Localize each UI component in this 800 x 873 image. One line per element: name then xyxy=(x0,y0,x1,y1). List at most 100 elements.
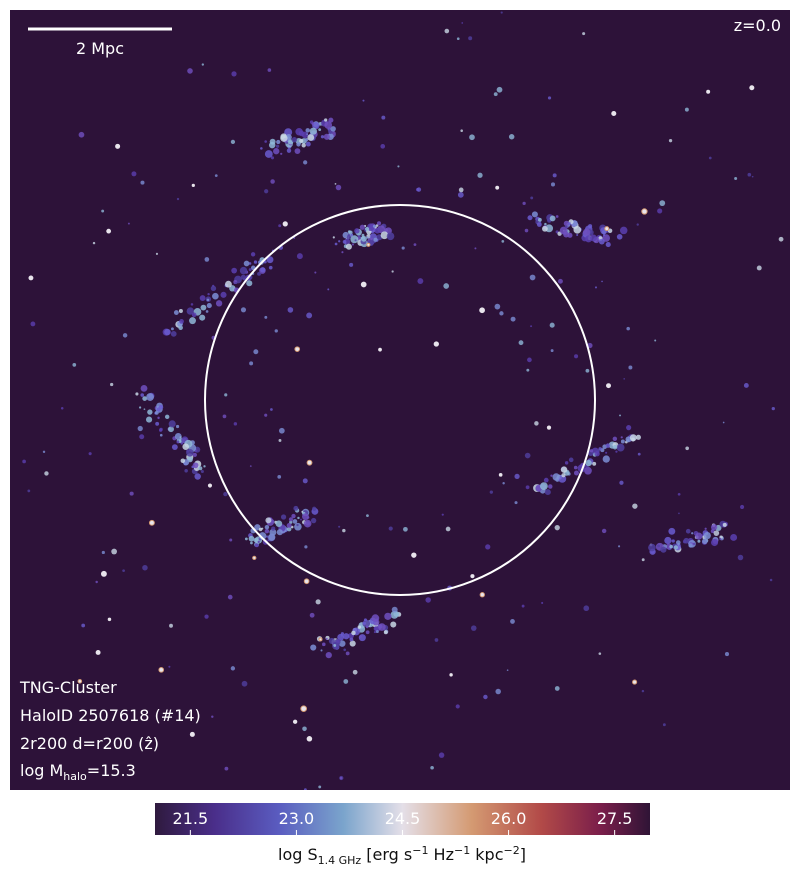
emission-blob xyxy=(60,407,64,410)
emission-blob xyxy=(354,239,357,242)
emission-blob xyxy=(325,652,332,659)
emission-blob xyxy=(434,638,439,642)
colorbar-label: log S1.4 GHz [erg s−1 Hz−1 kpc−2] xyxy=(278,844,526,867)
emission-blob xyxy=(360,235,367,242)
emission-blob xyxy=(657,544,661,548)
emission-blob xyxy=(338,640,346,647)
emission-blob xyxy=(233,422,238,426)
emission-blob xyxy=(495,688,501,695)
point-source xyxy=(479,592,485,598)
emission-blob xyxy=(131,171,137,177)
emission-blob xyxy=(540,482,548,491)
redshift-label: z=0.0 xyxy=(734,16,781,35)
emission-blob xyxy=(210,285,217,292)
emission-blob xyxy=(292,519,298,524)
emission-blob xyxy=(291,137,298,143)
emission-blob xyxy=(359,224,365,230)
emission-blob xyxy=(683,537,690,544)
emission-blob xyxy=(314,271,317,274)
emission-blob xyxy=(199,314,206,321)
emission-blob xyxy=(304,545,308,549)
emission-blob xyxy=(178,309,183,314)
emission-blob xyxy=(425,796,430,801)
emission-blob xyxy=(240,307,247,313)
emission-blob xyxy=(146,416,153,423)
emission-blob xyxy=(719,537,722,541)
emission-blob xyxy=(191,465,195,469)
point-source xyxy=(106,228,112,234)
emission-blob xyxy=(305,141,311,147)
emission-blob xyxy=(458,187,464,193)
emission-blob xyxy=(626,425,632,431)
emission-blob xyxy=(310,644,317,651)
colorbar-tick-label: 24.5 xyxy=(385,809,421,828)
emission-blob xyxy=(246,280,253,287)
emission-blob xyxy=(362,621,366,625)
emission-blob xyxy=(530,325,533,328)
emission-blob xyxy=(249,465,252,467)
point-source xyxy=(95,649,101,655)
point-source xyxy=(77,678,83,684)
point-source xyxy=(207,483,213,488)
emission-blob xyxy=(637,452,641,456)
emission-blob xyxy=(499,311,504,316)
emission-blob xyxy=(212,292,219,300)
emission-blob xyxy=(380,144,386,149)
emission-blob xyxy=(231,71,237,77)
emission-blob xyxy=(318,785,322,789)
emission-blob xyxy=(27,489,31,493)
emission-blob xyxy=(229,538,233,542)
emission-blob xyxy=(708,156,712,160)
emission-blob xyxy=(296,253,303,260)
emission-blob xyxy=(261,527,264,530)
point-source xyxy=(749,85,755,91)
emission-blob xyxy=(257,540,260,544)
colorbar-tick-label: 21.5 xyxy=(173,809,209,828)
emission-blob xyxy=(388,526,393,531)
emission-blob xyxy=(691,532,694,535)
emission-blob xyxy=(594,450,600,457)
point-source xyxy=(641,208,648,215)
emission-blob xyxy=(605,242,611,248)
emission-blob xyxy=(623,378,626,380)
emission-blob xyxy=(443,283,450,289)
emission-blob xyxy=(142,396,148,401)
emission-blob xyxy=(301,131,309,139)
emission-blob xyxy=(122,569,125,573)
emission-blob xyxy=(230,139,236,145)
emission-blob xyxy=(602,455,610,463)
emission-blob xyxy=(248,268,252,272)
emission-blob xyxy=(416,187,422,192)
emission-blob xyxy=(111,548,118,555)
emission-blob xyxy=(205,310,209,313)
emission-blob xyxy=(375,630,379,634)
emission-blob xyxy=(489,490,493,494)
emission-blob xyxy=(157,416,160,420)
emission-blob xyxy=(267,68,272,72)
point-source xyxy=(252,555,257,561)
emission-blob xyxy=(299,138,304,143)
emission-blob xyxy=(430,765,434,770)
emission-blob xyxy=(648,543,656,552)
colorbar-tick-label: 23.0 xyxy=(279,809,315,828)
emission-blob xyxy=(669,544,673,549)
emission-blob xyxy=(514,473,520,479)
emission-blob xyxy=(386,232,395,241)
emission-blob xyxy=(391,606,398,613)
mass-label: log Mhalo=15.3 xyxy=(20,761,136,783)
emission-blob xyxy=(253,349,259,355)
emission-blob xyxy=(688,543,693,548)
emission-blob xyxy=(598,238,605,245)
emission-blob xyxy=(207,292,210,296)
emission-blob xyxy=(142,564,148,571)
emission-blob xyxy=(254,543,259,548)
emission-blob xyxy=(277,474,282,479)
emission-blob xyxy=(264,140,267,143)
emission-blob xyxy=(187,68,193,74)
emission-blob xyxy=(383,630,388,635)
emission-blob xyxy=(374,227,381,234)
emission-blob xyxy=(110,382,114,387)
emission-blob xyxy=(372,224,376,228)
emission-blob xyxy=(550,349,554,353)
emission-blob xyxy=(310,517,317,524)
